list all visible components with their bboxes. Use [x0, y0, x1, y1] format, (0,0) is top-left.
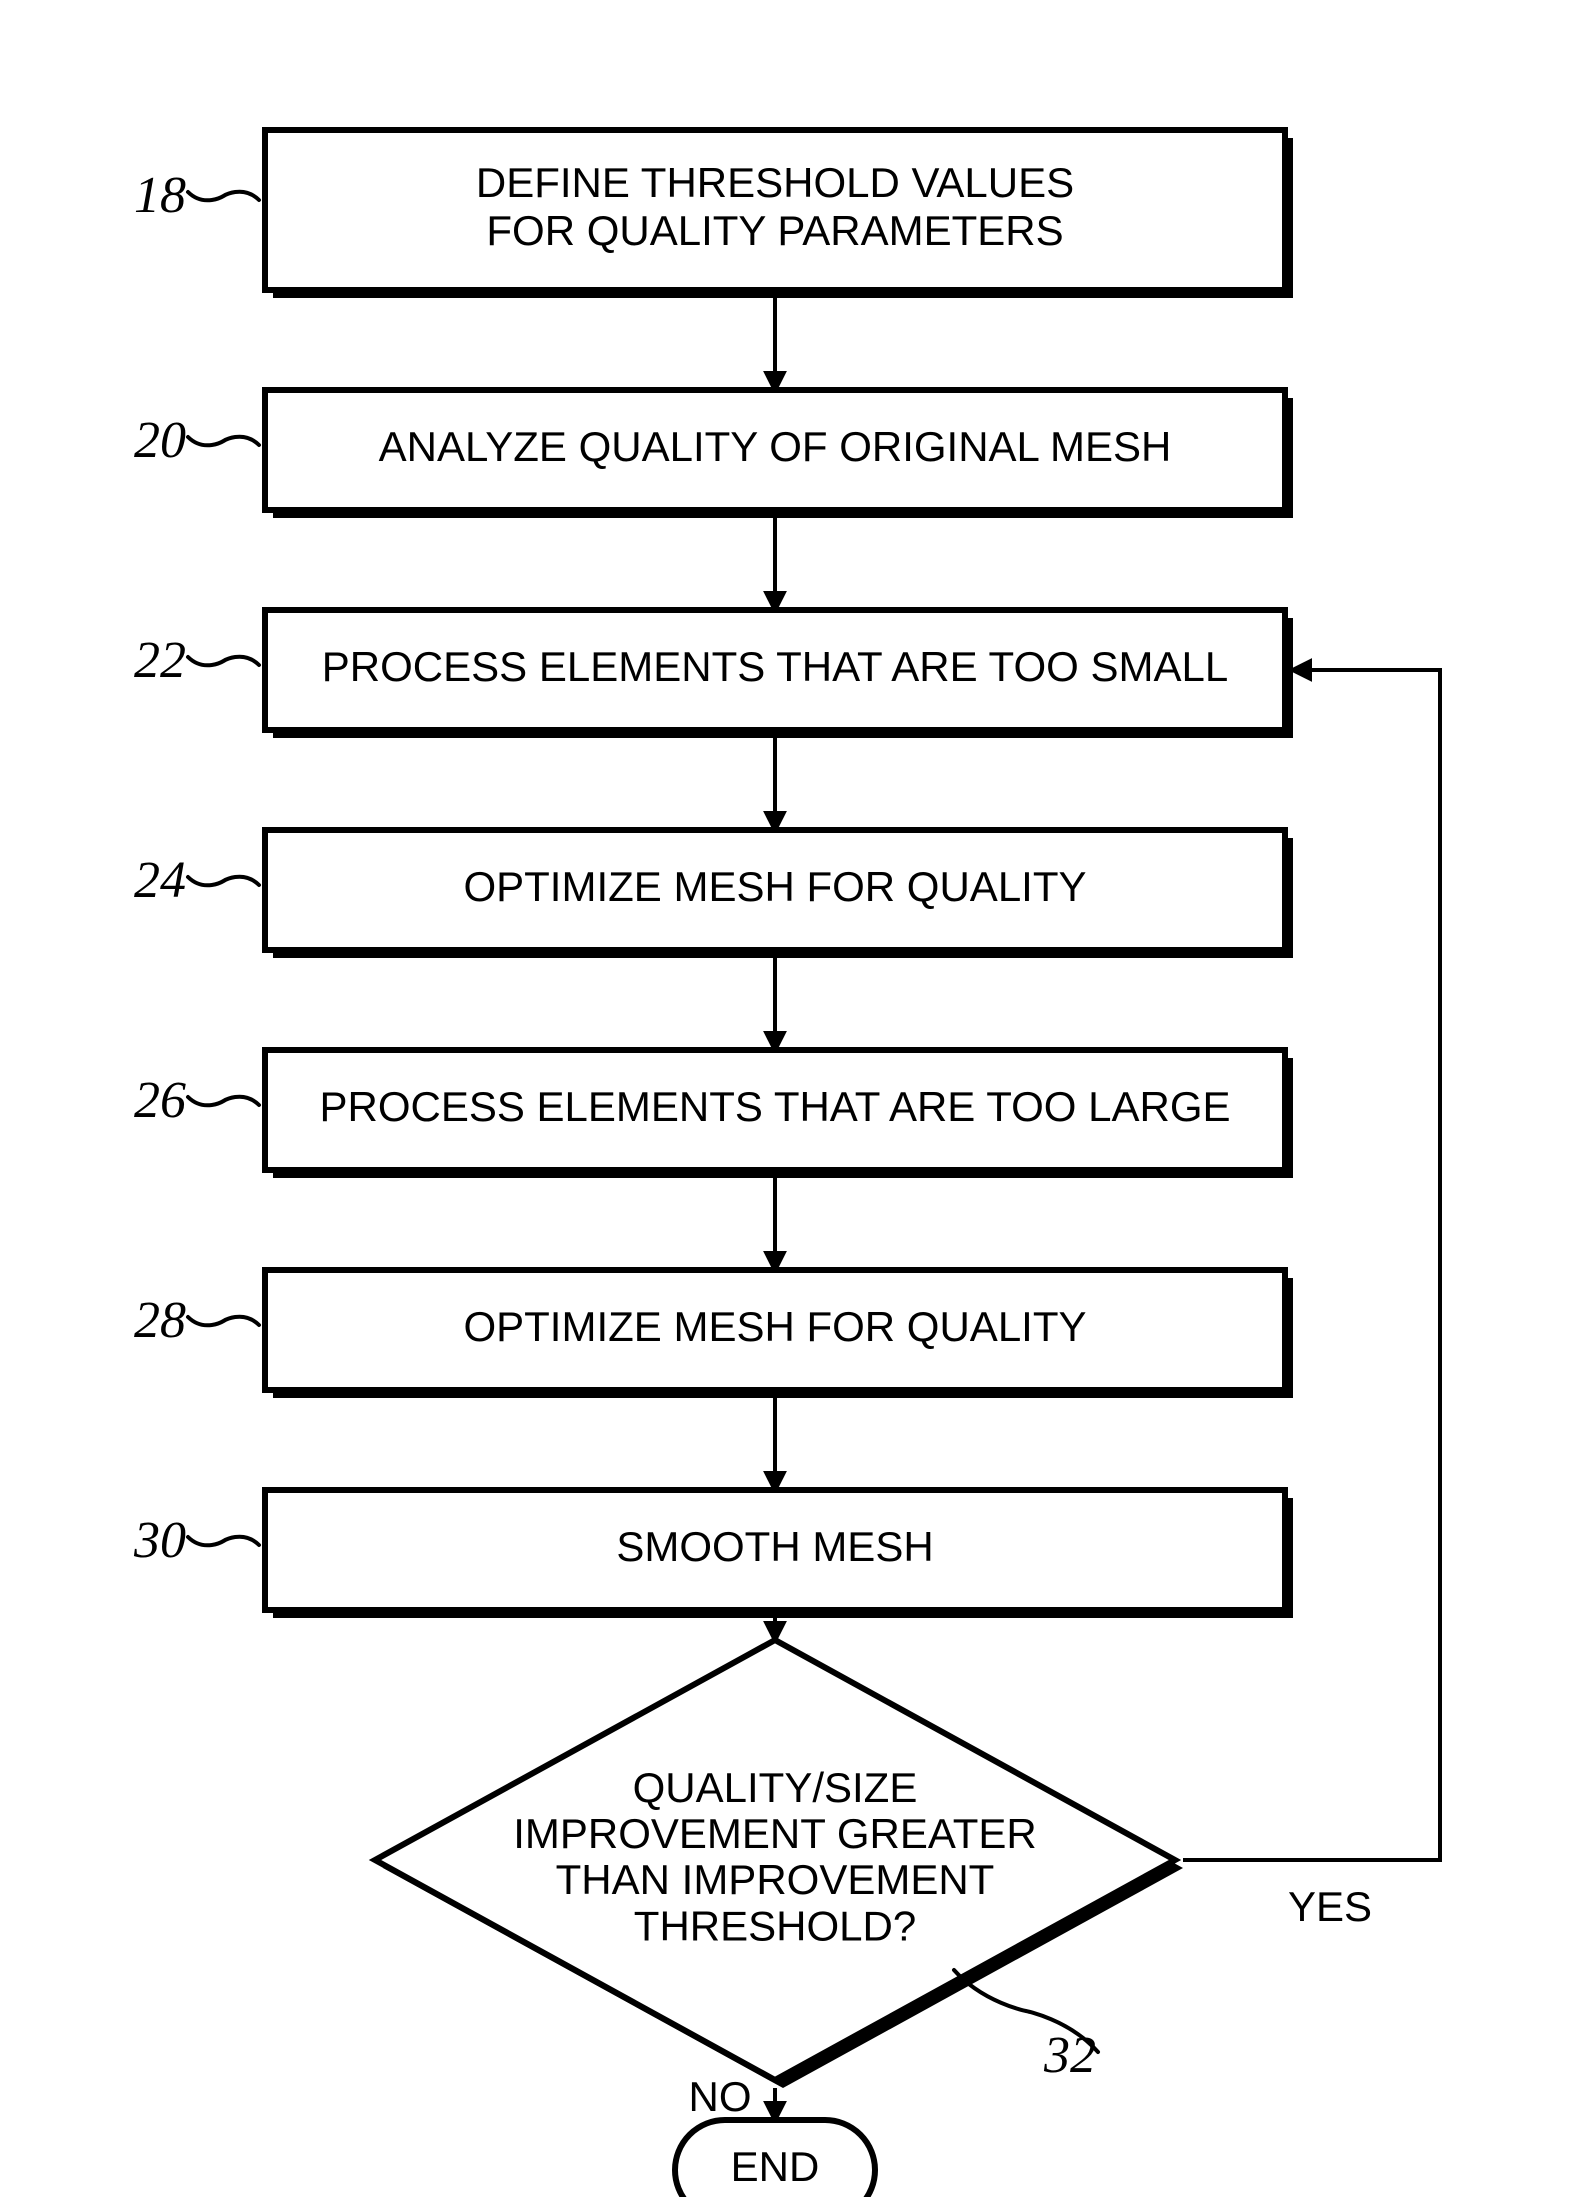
ref-leader-n26	[188, 1097, 259, 1106]
ref-number-n20: 20	[134, 412, 186, 469]
ref-number-n32: 32	[1043, 2027, 1096, 2084]
ref-leader-n18	[188, 192, 259, 201]
ref-leader-n22	[188, 657, 259, 666]
ref-number-n26: 26	[134, 1072, 186, 1129]
ref-number-n28: 28	[134, 1292, 186, 1349]
process-label-n28-line0: OPTIMIZE MESH FOR QUALITY	[463, 1303, 1086, 1350]
process-label-n18-line1: FOR QUALITY PARAMETERS	[486, 207, 1063, 254]
flowchart-canvas: DEFINE THRESHOLD VALUESFOR QUALITY PARAM…	[0, 0, 1583, 2197]
decision-label-n32-line1: IMPROVEMENT GREATER	[513, 1810, 1037, 1857]
ref-number-n24: 24	[134, 852, 186, 909]
ref-number-n22: 22	[134, 632, 186, 689]
ref-number-n30: 30	[133, 1512, 186, 1569]
process-label-n24-line0: OPTIMIZE MESH FOR QUALITY	[463, 863, 1086, 910]
decision-label-n32-line3: THRESHOLD?	[634, 1902, 916, 1949]
terminator-label: END	[731, 2143, 820, 2190]
process-label-n30-line0: SMOOTH MESH	[616, 1523, 933, 1570]
decision-label-n32-line2: THAN IMPROVEMENT	[556, 1856, 995, 1903]
ref-leader-n24	[188, 877, 259, 886]
ref-leader-n30	[188, 1537, 259, 1546]
edge-label-n32-end: NO	[689, 2073, 752, 2120]
ref-number-n18: 18	[134, 167, 186, 224]
ref-leader-n20	[188, 437, 259, 446]
edge-label-n32-n22: YES	[1288, 1883, 1372, 1930]
process-label-n18-line0: DEFINE THRESHOLD VALUES	[476, 159, 1074, 206]
process-label-n26-line0: PROCESS ELEMENTS THAT ARE TOO LARGE	[319, 1083, 1230, 1130]
process-label-n22-line0: PROCESS ELEMENTS THAT ARE TOO SMALL	[322, 643, 1228, 690]
ref-leader-n28	[188, 1317, 259, 1326]
process-label-n20-line0: ANALYZE QUALITY OF ORIGINAL MESH	[379, 423, 1172, 470]
decision-label-n32-line0: QUALITY/SIZE	[633, 1764, 918, 1811]
